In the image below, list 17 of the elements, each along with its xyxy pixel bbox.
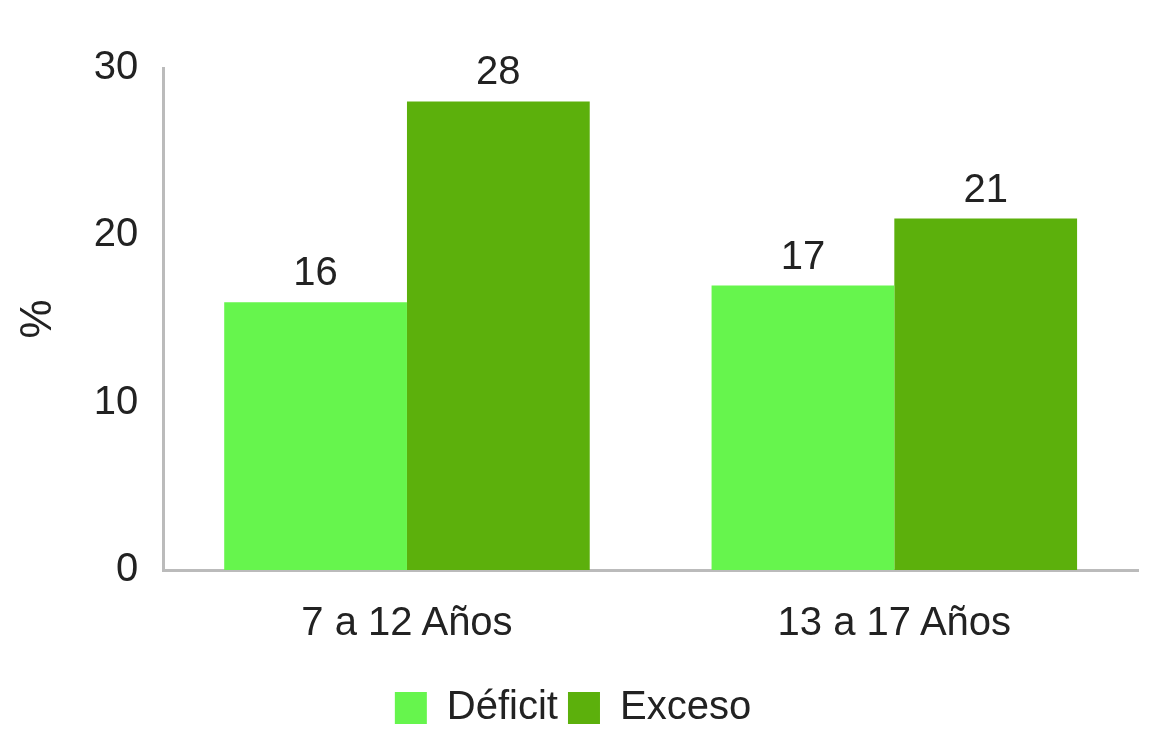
y-axis-title: % <box>10 299 60 339</box>
bar <box>224 302 407 570</box>
y-tick-label: 30 <box>93 43 139 88</box>
bar <box>711 285 895 570</box>
bar <box>894 218 1078 570</box>
data-label: 28 <box>476 48 521 93</box>
data-label: 21 <box>963 165 1008 210</box>
x-tick-label: 13 a 17 Años <box>777 599 1012 644</box>
data-label: 16 <box>293 249 338 294</box>
y-tick-label: 0 <box>116 545 139 590</box>
y-tick-label: 20 <box>93 210 139 255</box>
legend-label: Déficit <box>446 683 558 728</box>
y-tick-label: 10 <box>93 377 139 422</box>
x-tick-label: 7 a 12 Años <box>301 599 513 644</box>
legend-label: Exceso <box>619 683 752 728</box>
data-label: 17 <box>780 232 826 277</box>
bar <box>406 101 590 570</box>
